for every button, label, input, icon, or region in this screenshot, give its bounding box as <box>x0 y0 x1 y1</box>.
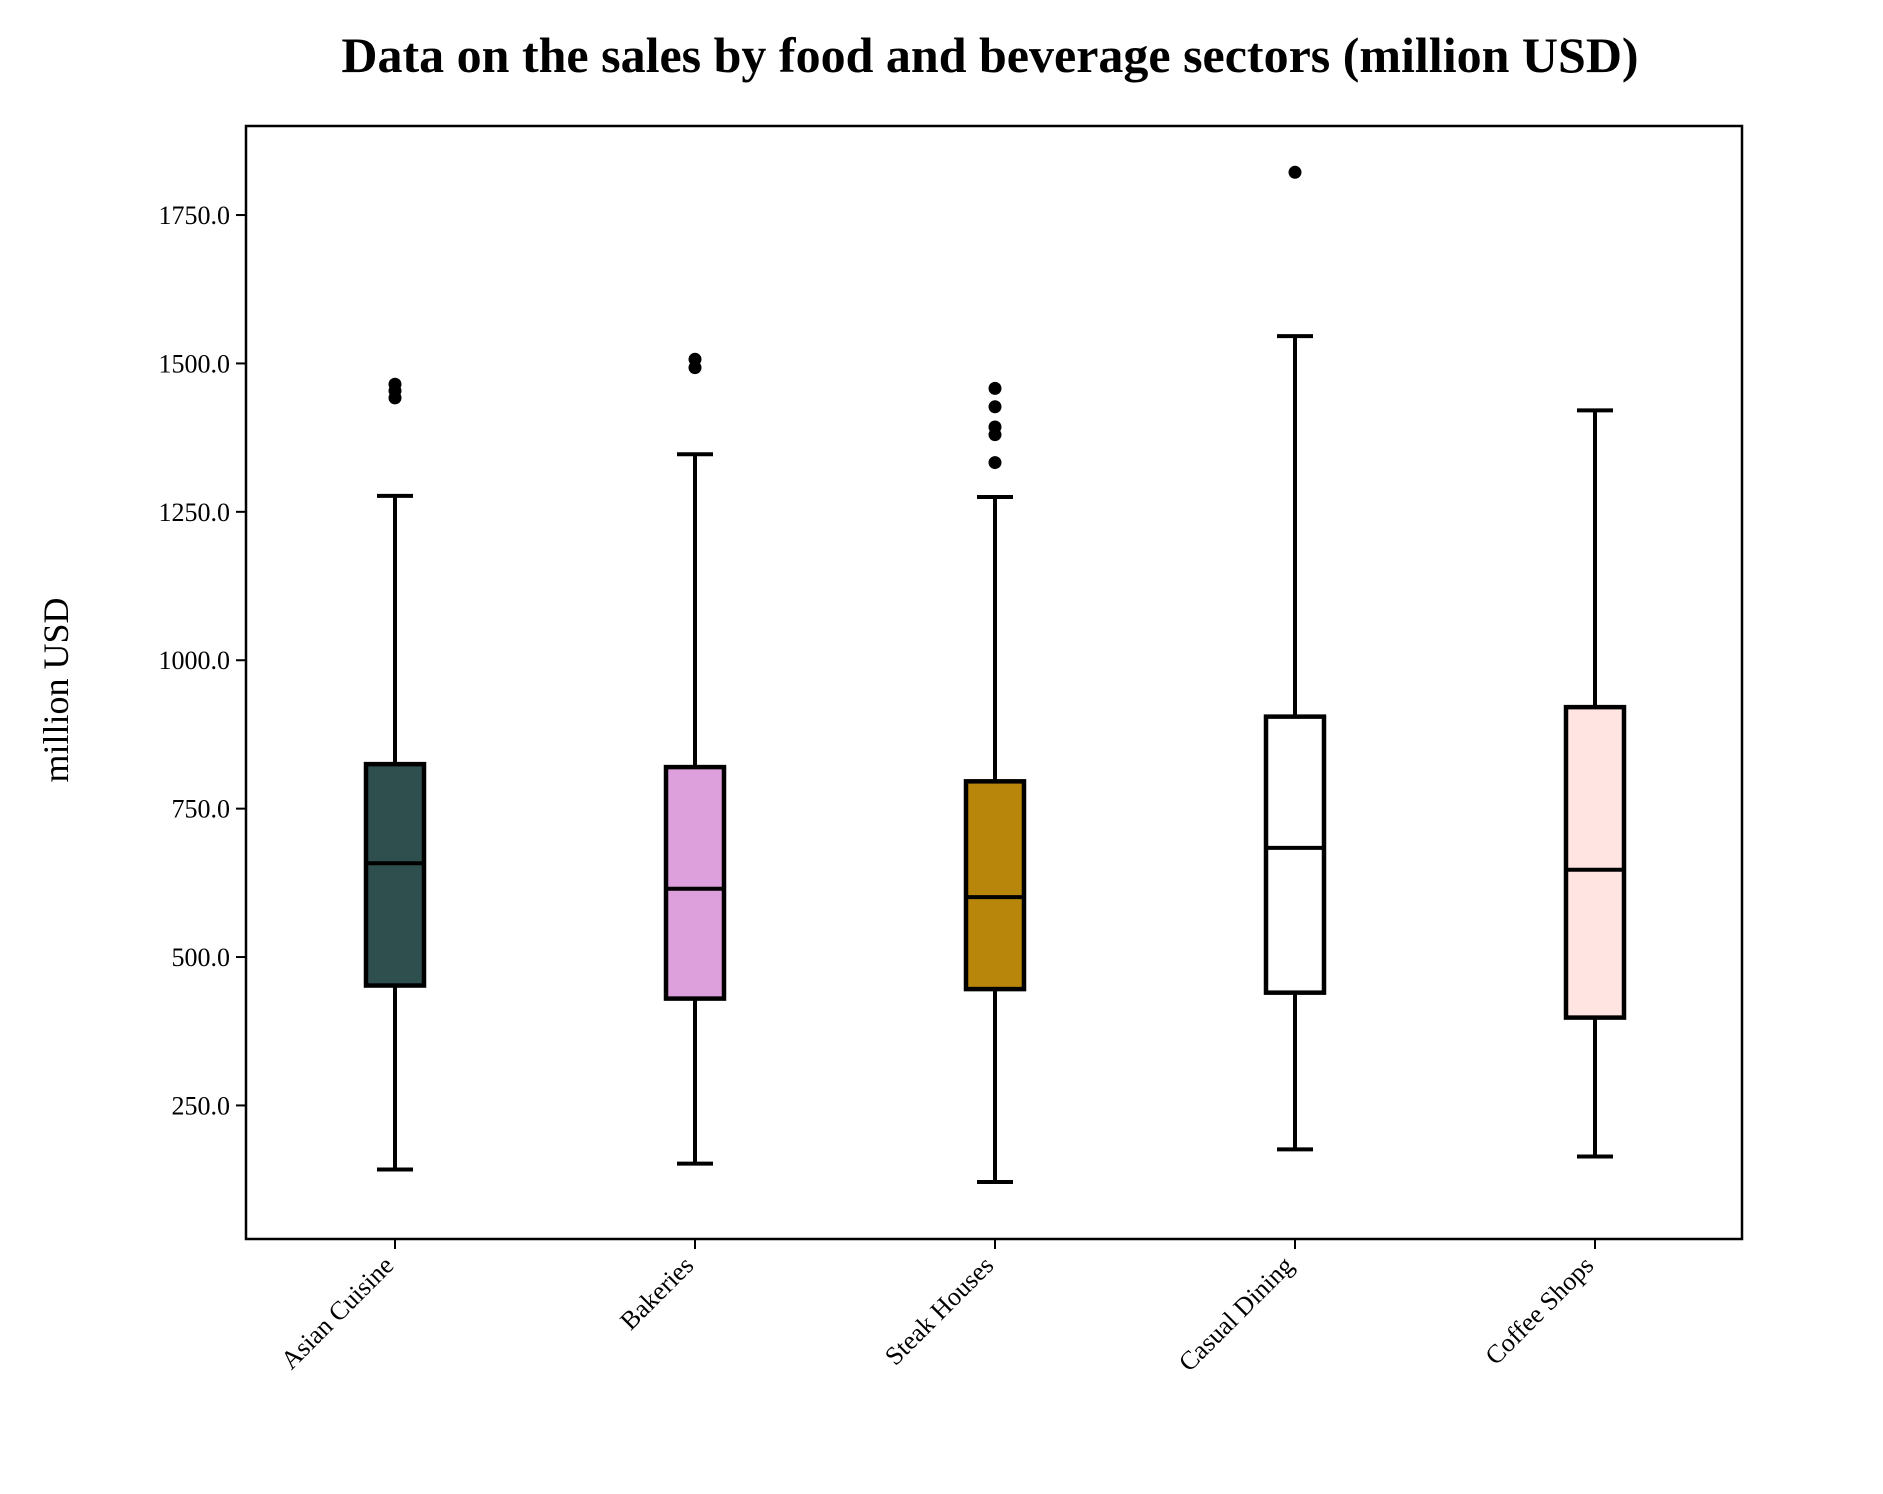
x-tick-label: Coffee Shops <box>1479 1251 1599 1371</box>
box-iqr <box>363 761 427 988</box>
outlier-point <box>988 400 1002 414</box>
outlier-point <box>688 352 702 366</box>
y-tick-label: 1500.0 <box>159 349 231 378</box>
y-tick-label: 1000.0 <box>159 646 231 675</box>
x-tick-label: Steak Houses <box>879 1251 999 1371</box>
y-axis-label: million USD <box>36 597 76 782</box>
y-tick-label: 750.0 <box>172 795 231 824</box>
y-tick-label: 500.0 <box>172 943 231 972</box>
box-iqr <box>1563 704 1627 1020</box>
y-tick-label: 250.0 <box>172 1091 231 1120</box>
outlier-point <box>388 377 402 391</box>
box-iqr <box>1263 714 1327 995</box>
x-tick-label: Asian Cuisine <box>275 1251 399 1375</box>
box-iqr <box>963 779 1027 992</box>
x-tick-label: Casual Dining <box>1173 1251 1299 1377</box>
box-iqr <box>663 764 727 1001</box>
outlier-point <box>988 420 1002 434</box>
y-tick-label: 1750.0 <box>159 201 231 230</box>
chart-title: Data on the sales by food and beverage s… <box>341 27 1638 83</box>
x-tick-label: Bakeries <box>614 1251 699 1336</box>
outlier-point <box>1288 165 1302 179</box>
y-tick-label: 1250.0 <box>159 498 231 527</box>
plot-area: 250.0 500.0 750.0 1000.0 1250.0 1500.0 1750.0 A… <box>159 124 1744 1377</box>
outlier-point <box>988 381 1002 395</box>
outlier-point <box>988 456 1002 470</box>
